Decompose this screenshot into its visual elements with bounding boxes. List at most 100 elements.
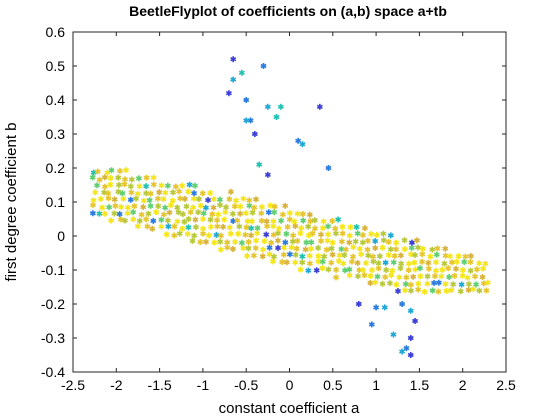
outlier-point	[412, 318, 419, 324]
data-point	[443, 287, 450, 294]
data-point	[390, 259, 397, 266]
data-point	[232, 197, 239, 204]
data-point	[221, 216, 228, 223]
data-point	[265, 209, 272, 216]
x-tick-label: -1.5	[148, 377, 172, 393]
data-point	[275, 244, 282, 251]
data-point	[376, 253, 383, 260]
data-point	[226, 224, 233, 231]
data-point	[107, 181, 114, 188]
data-point	[189, 237, 196, 244]
data-point	[200, 210, 207, 217]
data-point	[467, 267, 474, 274]
data-point	[446, 253, 453, 260]
data-point	[415, 280, 422, 287]
data-point	[150, 174, 157, 181]
data-point	[389, 267, 396, 274]
data-point	[453, 258, 460, 265]
data-point	[480, 265, 487, 272]
data-point	[185, 216, 192, 223]
data-point	[387, 232, 394, 239]
data-point	[379, 244, 386, 251]
data-point	[207, 189, 214, 196]
data-point	[240, 195, 247, 202]
data-point	[319, 225, 326, 232]
data-point	[251, 204, 258, 211]
data-point	[244, 252, 251, 259]
data-point	[208, 223, 215, 230]
data-point	[355, 273, 362, 280]
data-point	[150, 181, 157, 188]
data-point	[231, 203, 238, 210]
data-point	[329, 251, 336, 258]
data-point	[372, 279, 379, 286]
data-point	[127, 196, 134, 203]
data-point	[419, 245, 426, 252]
data-point	[268, 239, 275, 246]
data-point	[116, 211, 123, 218]
outlier-point	[368, 321, 375, 328]
data-point	[130, 216, 137, 223]
data-point	[214, 223, 221, 230]
data-point	[464, 274, 471, 281]
data-point	[101, 210, 108, 217]
data-point	[183, 203, 190, 210]
data-point	[108, 217, 115, 224]
outlier-point	[407, 352, 414, 358]
outlier-point	[325, 165, 332, 171]
data-point	[306, 260, 313, 267]
data-point	[380, 237, 387, 244]
data-point	[397, 252, 404, 259]
data-point	[332, 225, 339, 232]
data-point	[361, 272, 368, 279]
data-point	[99, 204, 106, 211]
data-point	[299, 253, 306, 260]
data-point	[342, 246, 349, 253]
data-point	[346, 232, 353, 239]
data-point	[92, 189, 99, 196]
data-point	[431, 273, 438, 280]
data-point	[170, 189, 177, 196]
data-point	[136, 217, 143, 224]
data-point	[339, 230, 346, 237]
data-point	[245, 238, 252, 245]
data-point	[333, 266, 340, 273]
data-point	[356, 245, 363, 252]
data-point	[315, 253, 322, 260]
data-point	[250, 252, 257, 259]
data-point	[298, 225, 305, 232]
data-point	[200, 230, 207, 237]
data-point	[425, 259, 432, 266]
data-point	[214, 217, 221, 224]
data-point	[174, 218, 181, 225]
data-point	[467, 259, 474, 266]
data-point	[266, 244, 273, 251]
data-point	[311, 225, 319, 232]
data-point	[238, 239, 245, 246]
data-point	[402, 281, 409, 288]
data-point	[294, 237, 301, 244]
y-tick-label: 0.1	[46, 194, 66, 210]
data-point	[147, 202, 154, 209]
data-point	[279, 211, 286, 218]
x-tick-label: -0.5	[234, 377, 258, 393]
data-point	[386, 280, 393, 287]
data-point	[364, 246, 371, 253]
data-point	[122, 217, 129, 224]
data-point	[143, 190, 150, 197]
data-point	[319, 265, 326, 272]
y-tick-label: -0.4	[41, 364, 65, 380]
data-point	[211, 239, 218, 246]
data-point	[111, 196, 118, 203]
y-tick-label: -0.2	[41, 296, 65, 312]
data-point	[200, 225, 207, 232]
data-point	[383, 266, 390, 273]
data-point	[294, 210, 301, 217]
data-point	[197, 239, 204, 246]
data-point	[124, 204, 131, 211]
data-point	[288, 244, 295, 251]
data-point	[118, 204, 125, 211]
data-point	[240, 245, 247, 252]
data-point	[408, 239, 416, 246]
data-point	[134, 223, 141, 230]
